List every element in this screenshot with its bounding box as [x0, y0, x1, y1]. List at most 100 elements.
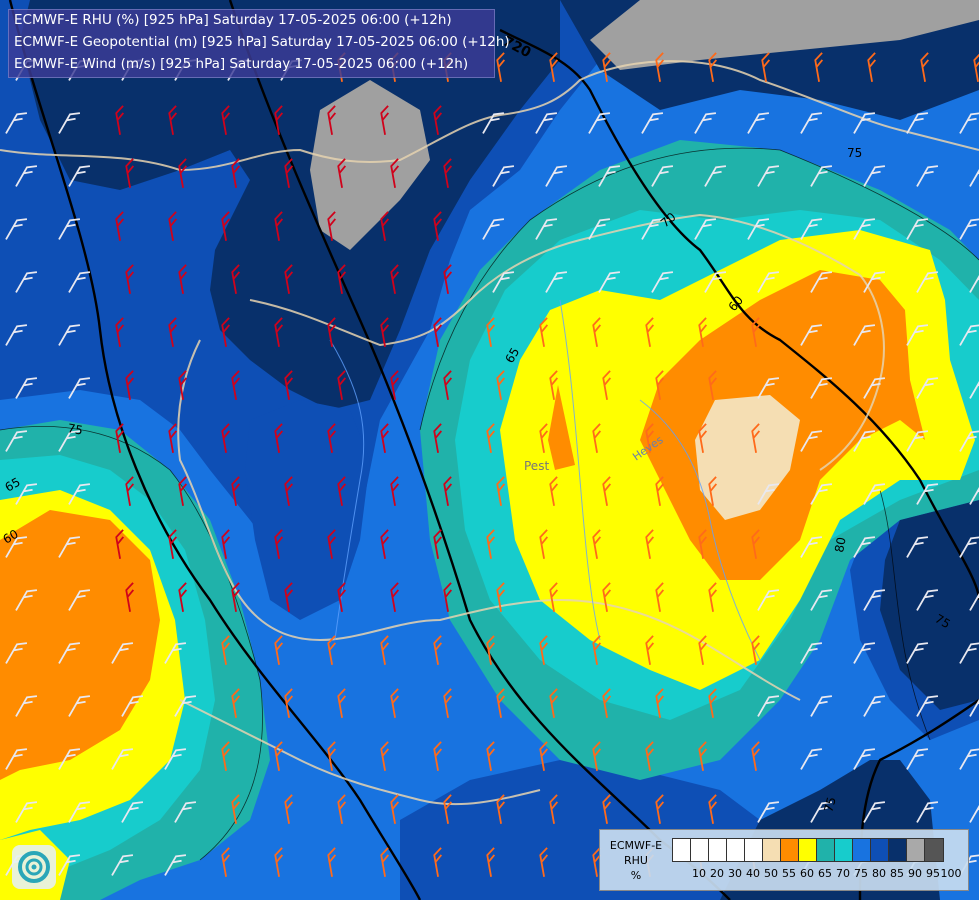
wind-barb — [698, 741, 708, 771]
wind-barb — [757, 695, 780, 717]
rhu-label-75-south: 75 — [821, 795, 838, 813]
legend: ECMWF-E RHU % 10 20 30 40 50 55 60 65 70 75 80 85 90… — [599, 829, 969, 891]
rhu-95-area-northeast — [590, 0, 979, 70]
wind-barb — [125, 582, 135, 612]
wind-barb — [482, 218, 505, 240]
wind-barb — [698, 317, 708, 347]
wind-barb — [433, 529, 443, 559]
wind-barb — [221, 105, 231, 135]
wind-barb — [231, 370, 241, 400]
wind-barb — [800, 642, 823, 664]
legend-swatch — [745, 839, 763, 861]
rhu-label-75-east: 75 — [933, 611, 953, 631]
wind-barb — [539, 847, 549, 877]
wind-barb — [231, 264, 241, 294]
wind-barb — [380, 529, 390, 559]
wind-barb — [751, 317, 761, 347]
wind-barb — [390, 476, 400, 506]
legend-swatch — [871, 839, 889, 861]
wind-barb — [602, 688, 612, 718]
wind-barb — [708, 688, 718, 718]
wind-barb — [539, 529, 549, 559]
wind-barb — [800, 218, 823, 240]
wind-barb — [68, 695, 91, 717]
wind-barb — [380, 211, 390, 241]
wind-barb — [115, 211, 125, 241]
legend-tick-label: 70 — [836, 867, 850, 880]
wind-barb — [68, 271, 91, 293]
wind-barb — [651, 271, 674, 293]
wind-barb — [115, 529, 125, 559]
wind-barb — [916, 801, 939, 823]
wind-barb — [969, 377, 979, 399]
wind-barb — [645, 741, 655, 771]
title-geopotential: ECMWF-E Geopotential (m) [925 hPa] Satur… — [14, 34, 510, 50]
wind-barb — [863, 695, 886, 717]
wind-barb — [708, 794, 718, 824]
wind-barb — [443, 476, 453, 506]
wind-barb — [58, 854, 81, 876]
wind-barb — [486, 529, 496, 559]
wind-barb — [15, 801, 38, 823]
wind-barb — [641, 218, 664, 240]
place-label-pest: Pest — [524, 459, 549, 473]
wind-barb — [704, 271, 727, 293]
wind-barb — [704, 165, 727, 187]
wind-barb — [539, 635, 549, 665]
wind-barb — [178, 370, 188, 400]
legend-swatch — [853, 839, 871, 861]
legend-swatch — [925, 839, 943, 861]
wind-barb — [231, 476, 241, 506]
wind-barb — [906, 430, 929, 452]
map-labels: 720 70 60 65 60 75 75 65 80 75 75 Pest H… — [1, 33, 953, 813]
wind-barb — [645, 317, 655, 347]
wind-barb — [390, 158, 400, 188]
legend-swatch — [835, 839, 853, 861]
wind-barb — [496, 582, 506, 612]
rhu-60-area-west — [0, 510, 160, 780]
wind-barb — [178, 158, 188, 188]
wind-barb — [274, 211, 284, 241]
wind-barb — [853, 218, 876, 240]
wind-barb — [602, 52, 612, 82]
logo-swirl-icon — [12, 845, 56, 889]
legend-tick-label: 90 — [908, 867, 922, 880]
wind-barb — [168, 105, 178, 135]
wind-barb — [592, 317, 602, 347]
wind-barb — [863, 377, 886, 399]
wind-barb — [810, 271, 833, 293]
legend-swatch — [691, 839, 709, 861]
wind-barb — [111, 854, 134, 876]
wind-barb — [390, 688, 400, 718]
wind-barb — [121, 801, 144, 823]
wind-barb — [115, 423, 125, 453]
wind-barb — [757, 483, 780, 505]
wind-barb — [284, 582, 294, 612]
rhu-90-area-center — [245, 400, 370, 620]
wind-barb — [535, 218, 558, 240]
wind-barb — [327, 105, 337, 135]
wind-barb — [68, 483, 91, 505]
wind-barb — [800, 324, 823, 346]
wind-barb — [539, 741, 549, 771]
wind-barb — [174, 695, 197, 717]
wind-barb — [810, 695, 833, 717]
wind-barb — [486, 635, 496, 665]
wind-barb — [58, 536, 81, 558]
wind-barb — [549, 370, 559, 400]
wind-barb — [602, 476, 612, 506]
wind-barb — [482, 112, 505, 134]
legend-tick-label: 60 — [800, 867, 814, 880]
wind-barb — [549, 794, 559, 824]
wind-barb — [853, 642, 876, 664]
wind-barb — [651, 165, 674, 187]
title-wind: ECMWF-E Wind (m/s) [925 hPa] Saturday 17… — [14, 56, 469, 72]
wind-barb — [863, 483, 886, 505]
wind-barb — [751, 741, 761, 771]
wind-barb — [549, 688, 559, 718]
wind-barb — [380, 105, 390, 135]
wind-barb — [58, 218, 81, 240]
legend-swatch — [799, 839, 817, 861]
wind-barb — [863, 165, 886, 187]
wind-barb — [327, 211, 337, 241]
